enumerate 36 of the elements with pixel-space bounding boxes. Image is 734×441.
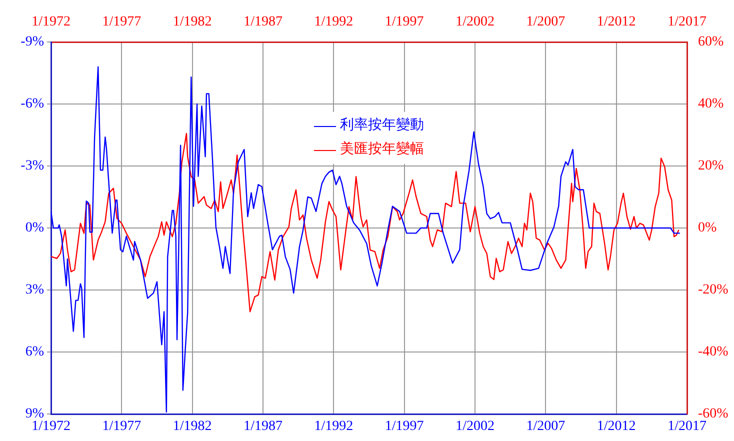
x-tick-label: 1/2012 <box>596 419 636 434</box>
y2-tick-label: 60% <box>698 34 724 50</box>
x2-tick-label: 1/1977 <box>102 14 142 30</box>
x2-tick-label: 1/2007 <box>526 14 566 30</box>
x2-tick-label: 1/2017 <box>668 14 706 30</box>
y2-tick-label: -60% <box>698 406 729 422</box>
x-tick-label: 1/1977 <box>102 419 142 434</box>
x2-tick-label: 1/1972 <box>32 14 70 30</box>
x2-tick-label: 1/1992 <box>314 14 354 30</box>
x2-tick-label: 1/2012 <box>596 14 636 30</box>
y2-tick-label: 40% <box>698 96 724 112</box>
x-tick-label: 1/1982 <box>172 419 212 434</box>
x-tick-label: 1/1987 <box>244 419 282 434</box>
y-tick-label: 9% <box>25 406 44 422</box>
y-tick-label: -3% <box>20 158 44 174</box>
x2-tick-label: 1/1997 <box>384 14 424 30</box>
y-tick-label: 6% <box>25 344 44 360</box>
legend-label: 利率按年變動 <box>340 116 424 135</box>
x-tick-label: 1/1997 <box>384 419 424 434</box>
y2-tick-label: -20% <box>698 282 729 298</box>
x2-tick-label: 1/1987 <box>244 14 282 30</box>
y-tick-label: 0% <box>25 220 44 236</box>
x2-tick-label: 1/2002 <box>456 14 494 30</box>
legend-label: 美匯按年變幅 <box>340 140 424 159</box>
y-tick-label: 3% <box>25 282 44 298</box>
x2-tick-label: 1/1982 <box>172 14 212 30</box>
y2-tick-label: 20% <box>698 158 724 174</box>
y-tick-label: -6% <box>20 96 44 112</box>
x-tick-label: 1/2002 <box>456 419 494 434</box>
x-tick-label: 1/1992 <box>314 419 354 434</box>
x-tick-label: 1/2017 <box>668 419 706 434</box>
x-tick-label: 1/1972 <box>32 419 70 434</box>
y2-tick-label: -40% <box>698 344 729 360</box>
x-tick-label: 1/2007 <box>526 419 566 434</box>
y2-tick-label: 0% <box>698 220 717 236</box>
y-tick-label: -9% <box>20 34 44 50</box>
